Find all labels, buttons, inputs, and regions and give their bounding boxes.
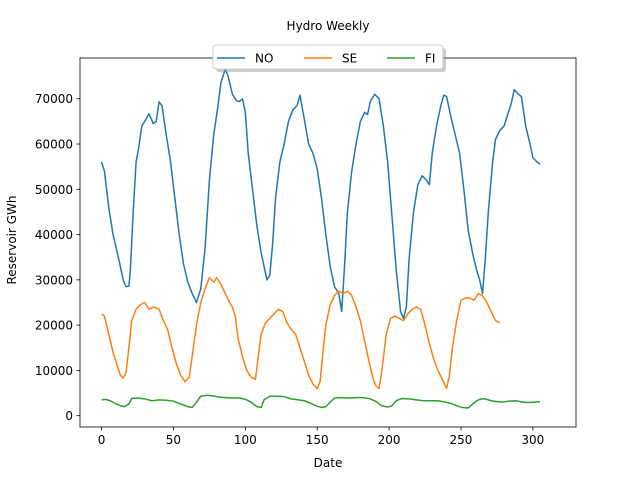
x-tick-label: 100 [234, 433, 257, 447]
series-line-no [100, 68, 541, 320]
series-line-fi [101, 394, 541, 409]
y-tick-label: 40000 [35, 228, 73, 242]
y-axis-label: Reservoir GWh [5, 195, 19, 284]
x-tick-label: 50 [166, 433, 181, 447]
chart-title: Hydro Weekly [287, 19, 370, 33]
x-tick-label: 150 [306, 433, 329, 447]
x-axis-label: Date [314, 456, 343, 470]
legend-label-fi: FI [425, 52, 435, 66]
x-tick-label: 200 [378, 433, 401, 447]
y-tick-label: 70000 [35, 92, 73, 106]
y-tick-label: 60000 [35, 138, 73, 152]
y-tick-label: 50000 [35, 183, 73, 197]
y-tick-label: 20000 [35, 319, 73, 333]
x-tick-label: 300 [521, 433, 544, 447]
series-line-se [101, 276, 501, 390]
y-tick-label: 30000 [35, 273, 73, 287]
legend-label-se: SE [342, 52, 357, 66]
x-tick-label: 0 [98, 433, 106, 447]
plot-area [79, 57, 577, 428]
legend-label-no: NO [255, 52, 273, 66]
y-axis: 0 10000 20000 30000 40000 50000 60000 70000 [35, 92, 80, 423]
x-axis: 0 50 100 150 200 250 300 [98, 427, 544, 447]
y-tick-label: 10000 [35, 364, 73, 378]
legend-box [212, 44, 444, 70]
y-tick-label: 0 [65, 409, 73, 423]
x-tick-label: 250 [450, 433, 473, 447]
legend: NO SE FI [212, 44, 446, 72]
